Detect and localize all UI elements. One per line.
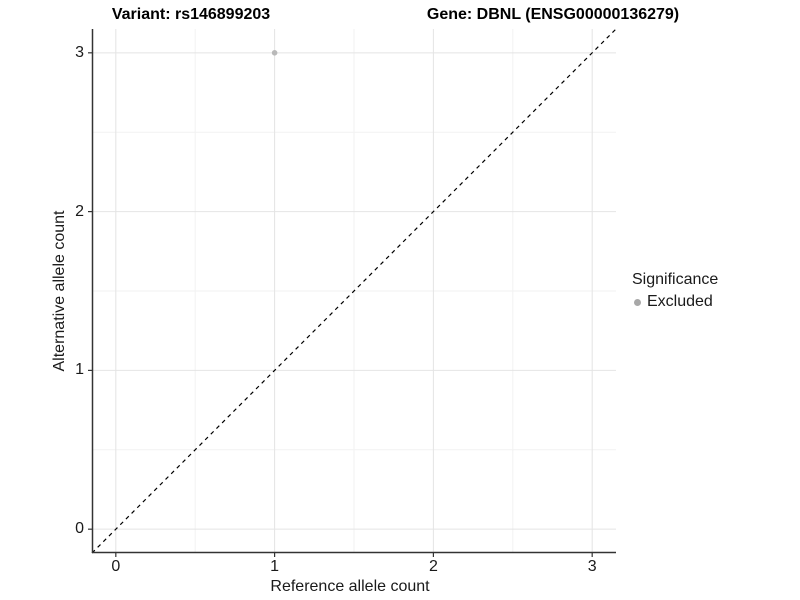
plot-area-svg — [88, 28, 617, 557]
y-tick-label: 1 — [75, 361, 84, 379]
x-tick-label: 2 — [428, 558, 438, 575]
legend: Significance Excluded — [632, 271, 718, 311]
y-axis-title: Alternative allele count — [51, 210, 68, 372]
x-tick-label: 3 — [587, 558, 597, 575]
plot-title-gene: Gene: DBNL (ENSG00000136279) — [426, 6, 680, 23]
y-tick-label: 0 — [75, 520, 84, 538]
y-tick-label: 2 — [75, 202, 84, 220]
legend-title: Significance — [632, 271, 719, 288]
legend-point-icon — [634, 298, 641, 306]
data-point — [271, 50, 278, 56]
plot-panel — [88, 28, 617, 557]
x-tick-label: 1 — [270, 558, 280, 575]
legend-entry-label: Excluded — [647, 293, 713, 310]
plot-title-variant: Variant: rs146899203 — [111, 6, 271, 23]
x-tick-label: 0 — [111, 558, 121, 575]
identity-dashed-line — [91, 28, 617, 554]
x-axis-title: Reference allele count — [270, 578, 430, 595]
legend-entry-excluded: Excluded — [632, 293, 718, 311]
y-tick-label: 3 — [75, 43, 84, 61]
